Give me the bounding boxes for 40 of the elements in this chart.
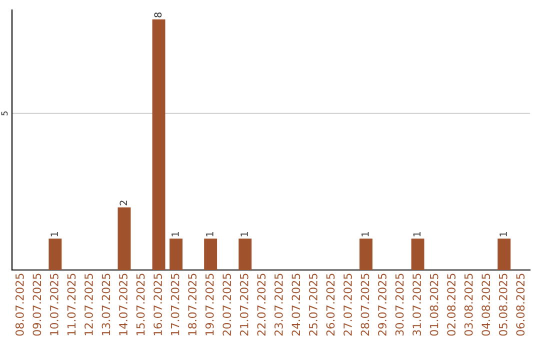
x-tick-label: 21.07.2025	[240, 274, 248, 336]
data-label: 1	[500, 232, 507, 236]
x-tick-label: 15.07.2025	[136, 274, 145, 336]
x-tick-label: 18.07.2025	[188, 274, 197, 336]
x-tick-label: 26.07.2025	[326, 274, 335, 336]
data-label: 1	[240, 232, 248, 236]
x-tick-label: 23.07.2025	[274, 274, 283, 336]
x-tick-label: 06.08.2025	[516, 274, 525, 336]
data-label: 1	[362, 232, 369, 236]
x-tick-label: 30.07.2025	[395, 274, 404, 336]
data-label: 1	[206, 232, 214, 236]
y-tick-label: 5	[1, 111, 8, 116]
x-tick-label: 16.07.2025	[154, 274, 162, 336]
x-tick-label: 14.07.2025	[119, 274, 128, 336]
x-tick-label: 01.08.2025	[430, 274, 438, 336]
x-tick-label: 09.07.2025	[32, 274, 42, 336]
x-tick-label: 31.07.2025	[412, 274, 421, 336]
data-label: 1	[172, 232, 179, 236]
x-tick-label: 20.07.2025	[222, 274, 232, 336]
x-tick-label: 19.07.2025	[205, 274, 214, 336]
x-tick-label: 17.07.2025	[170, 274, 180, 336]
x-tick-label: 27.07.2025	[344, 274, 352, 336]
x-tick-label: 04.08.2025	[482, 274, 490, 336]
x-tick-label: 29.07.2025	[378, 274, 386, 336]
x-tick-label: 22.07.2025	[257, 274, 266, 336]
x-tick-label: 13.07.2025	[102, 274, 110, 336]
x-tick-label: 28.07.2025	[360, 274, 370, 336]
x-tick-label: 03.08.2025	[464, 274, 473, 336]
x-tick-label: 12.07.2025	[84, 274, 93, 336]
x-tick-label: 25.07.2025	[308, 274, 318, 336]
data-label: 8	[154, 12, 162, 18]
data-label: 1	[413, 232, 420, 236]
x-tick-label: 11.07.2025	[67, 274, 76, 336]
x-tick-label: 05.08.2025	[498, 274, 508, 336]
x-tick-label: 02.08.2025	[447, 274, 456, 336]
x-tick-label: 24.07.2025	[292, 274, 300, 336]
data-label: 1	[50, 232, 58, 236]
data-label: 2	[120, 200, 127, 206]
x-tick-label: 08.07.2025	[15, 274, 24, 336]
x-tick-label: 10.07.2025	[50, 274, 58, 336]
